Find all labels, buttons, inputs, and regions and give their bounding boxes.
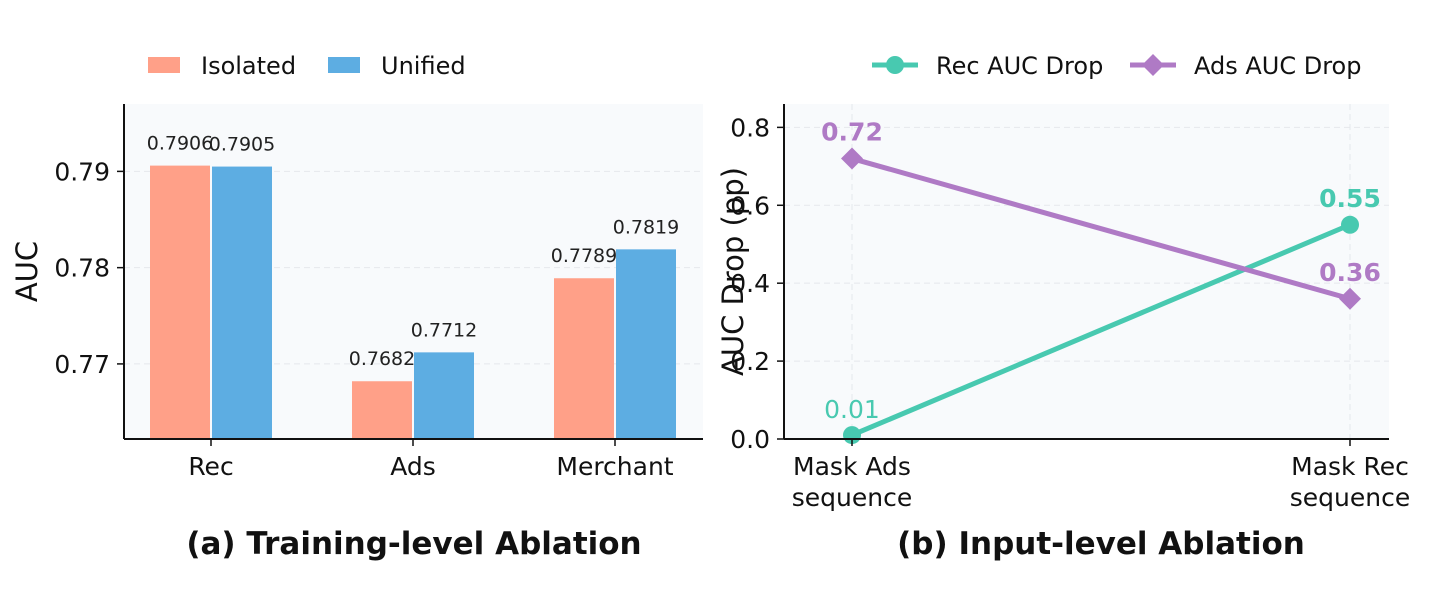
y-tick-label: 0.6 <box>730 191 770 220</box>
legend-label: Unified <box>381 52 466 80</box>
bar-unified-merchant <box>616 249 676 439</box>
y-tick-label: 0.77 <box>54 350 110 379</box>
bar-value-label: 0.7906 <box>147 133 213 155</box>
bar-unified-ads <box>414 352 474 439</box>
y-tick-label: 0.8 <box>730 113 770 142</box>
bar-value-label: 0.7819 <box>613 216 679 238</box>
panel-training-level-ablation: 0.77 0.78 0.79 0.7906 0.7682 0.7789 0.7905 0.77… <box>10 52 703 562</box>
x-tick-label: Merchant <box>556 452 673 481</box>
legend-swatch-isolated <box>148 57 180 73</box>
y-tick-label: 0.4 <box>730 269 770 298</box>
x-tick-label-line: sequence <box>792 483 912 512</box>
x-tick-label: Mask Ads sequence <box>792 452 912 512</box>
x-tick-label: Ads <box>390 452 436 481</box>
x-tick-label: Mask Rec sequence <box>1290 452 1410 512</box>
x-tick-label: Rec <box>188 452 233 481</box>
plot-area <box>784 104 1389 439</box>
point-value-label: 0.72 <box>821 118 883 147</box>
point-value-label: 0.01 <box>824 395 880 424</box>
point-value-label: 0.36 <box>1319 258 1381 287</box>
series-line-ads <box>849 156 1353 302</box>
bar-unified-rec <box>212 166 272 439</box>
panel-caption: (b) Input-level Ablation <box>897 526 1305 562</box>
bar-value-label: 0.7789 <box>551 245 617 267</box>
marker-ads-point <box>1339 287 1361 310</box>
legend-label: Rec AUC Drop <box>936 52 1103 80</box>
bar-value-label: 0.7712 <box>411 319 477 341</box>
bar-value-label: 0.7682 <box>349 348 415 370</box>
x-tick-label-line: Mask Ads <box>793 452 911 481</box>
marker-rec-point <box>1341 215 1359 234</box>
y-tick-label: 0.78 <box>54 254 110 283</box>
y-tick-label: 0.2 <box>730 347 770 376</box>
marker-ads-point <box>841 147 863 170</box>
y-tick-label: 0.79 <box>54 157 110 186</box>
y-axis-label: AUC <box>10 241 44 302</box>
bar-isolated-merchant <box>554 278 614 439</box>
legend-swatch-unified <box>328 57 360 73</box>
bar-value-label: 0.7905 <box>209 134 275 156</box>
y-axis-label: AUC Drop (pp) <box>716 167 750 376</box>
legend-label: Isolated <box>201 52 296 80</box>
panel-caption: (a) Training-level Ablation <box>186 526 641 562</box>
legend-marker-circle <box>886 56 904 74</box>
bar-isolated-rec <box>150 165 210 439</box>
x-tick-label-line: sequence <box>1290 483 1410 512</box>
y-tick-label: 0.0 <box>730 425 770 454</box>
series-line-rec <box>849 222 1353 438</box>
x-tick-label-line: Mask Rec <box>1291 452 1409 481</box>
legend-label: Ads AUC Drop <box>1194 52 1361 80</box>
point-value-label: 0.55 <box>1319 184 1381 213</box>
legend-marker-diamond <box>1142 54 1164 76</box>
bar-isolated-ads <box>352 381 412 439</box>
